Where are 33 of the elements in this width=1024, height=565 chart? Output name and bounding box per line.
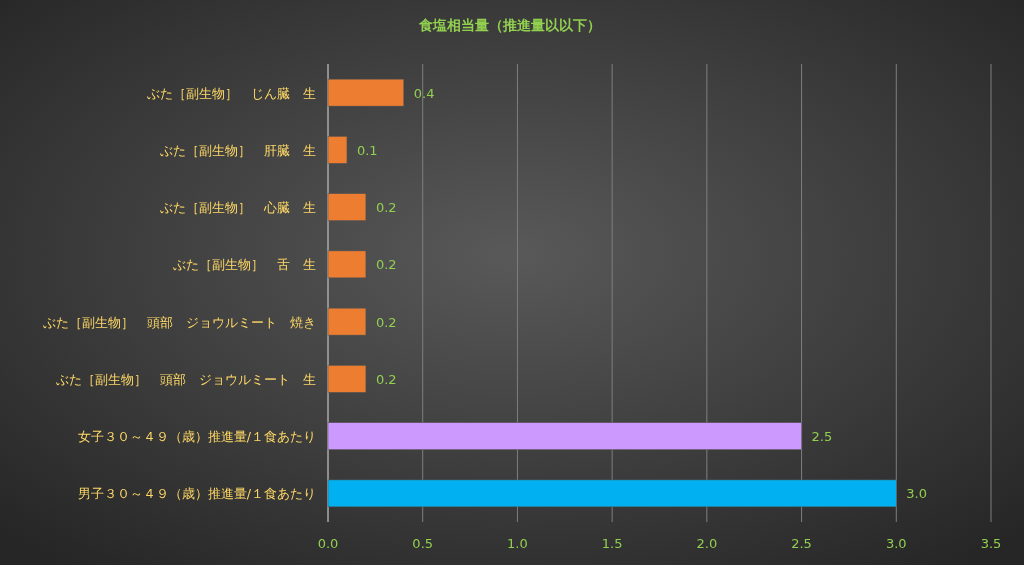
y-tick-label: ぶた［副生物］ 心臓 生 [160,200,316,216]
bar [327,365,367,393]
chart-title: 食塩相当量（推進量以以下） [417,17,601,33]
bar [327,136,348,164]
x-tick-label: 2.0 [696,536,718,551]
bar [327,422,802,450]
y-tick-label: ぶた［副生物］ じん臓 生 [147,85,316,101]
y-tick-label: 男子３０～４９（歳）推進量/１食あたり [77,486,316,502]
x-tick-label: 0.5 [412,536,434,551]
x-tick-label: 2.5 [791,536,812,551]
data-label: 2.5 [811,429,833,445]
data-label: 0.1 [356,142,378,158]
bar [327,479,897,508]
data-label: 0.4 [413,85,435,101]
y-tick-label: ぶた［副生物］ 肝臓 生 [160,142,316,158]
bar [327,78,405,107]
bar [327,193,367,221]
x-tick-label: 3.0 [885,536,907,551]
x-tick-label: 0.0 [317,536,339,551]
data-label: 0.2 [375,314,397,330]
data-label: 0.2 [375,371,397,387]
y-tick-label: ぶた［副生物］ 舌 生 [173,257,316,273]
y-tick-label: ぶた［副生物］ 頭部 ジョウルミート 焼き [43,314,316,330]
x-tick-label: 1.0 [507,536,528,551]
x-tick-label: 1.5 [601,536,623,551]
bar [327,307,367,336]
data-label: 0.2 [375,257,397,273]
data-label: 3.0 [906,486,927,502]
y-tick-label: 女子３０～４９（歳）推進量/１食あたり [77,429,316,445]
bar [327,250,367,279]
data-label: 0.2 [375,200,397,216]
y-tick-label: ぶた［副生物］ 頭部 ジョウルミート 生 [56,371,316,387]
x-tick-label: 3.5 [980,536,1002,551]
